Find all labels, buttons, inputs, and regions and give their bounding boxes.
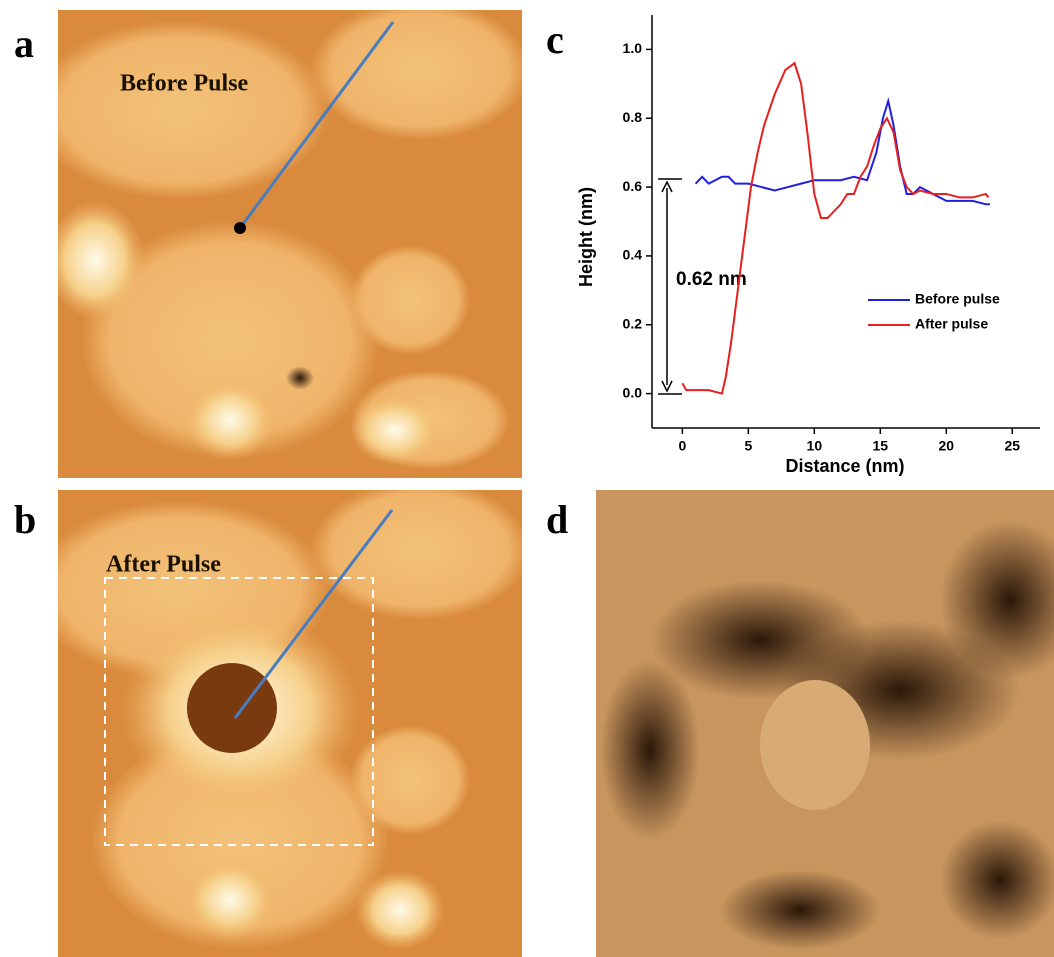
y-tick-label: 0.2 [623,315,643,331]
panel-label: d [546,497,568,542]
y-tick-label: 0.0 [623,384,643,400]
legend-label: Before pulse [915,291,1000,307]
y-axis-label: Height (nm) [576,187,596,287]
x-axis-label: Distance (nm) [785,456,904,476]
x-tick-label: 5 [744,438,752,454]
y-tick-label: 0.6 [623,178,643,194]
x-tick-label: 15 [873,438,889,454]
image-text: After Pulse [106,552,221,578]
x-tick-label: 20 [939,438,955,454]
series-line [696,101,990,204]
panel-label: a [14,21,34,66]
legend-label: After pulse [915,316,988,332]
image-text: Before Pulse [120,71,249,97]
y-tick-label: 0.4 [623,247,643,263]
x-tick-label: 25 [1004,438,1020,454]
stm-image-a [30,0,530,478]
y-tick-label: 1.0 [623,40,643,56]
annotation: 0.62 nm [676,269,747,290]
x-tick-label: 10 [807,438,823,454]
panel-label: c [546,17,564,62]
y-tick-label: 0.8 [623,109,643,125]
x-tick-label: 0 [678,438,686,454]
profile-start [234,222,246,234]
series-line [682,63,988,393]
figure: a b c d Before Pulse After Pulse Distanc… [0,0,1054,957]
stm-image-d [596,490,1054,957]
panel-label: b [14,497,36,542]
chart: Distance (nm) Height (nm) 0.62 nm 0 5 10 15… [576,15,1040,476]
